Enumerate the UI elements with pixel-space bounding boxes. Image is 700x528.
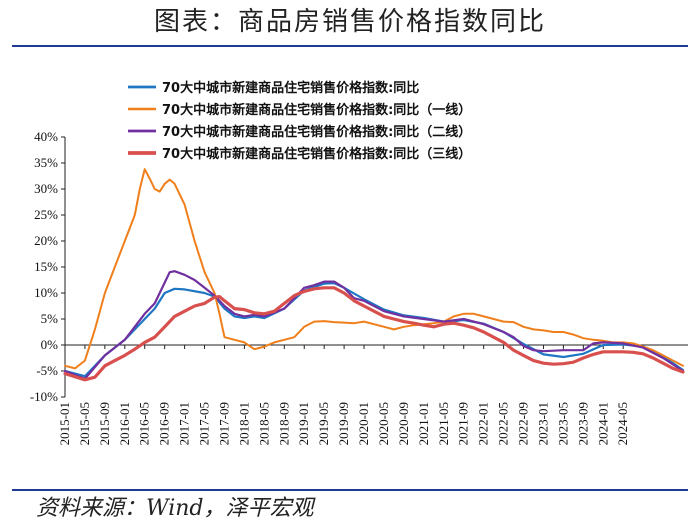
x-tick-label: 2023-05 (555, 402, 570, 445)
series-line-2 (64, 168, 684, 370)
y-tick-label: 0% (41, 337, 59, 352)
bottom-rule (12, 489, 688, 491)
x-tick-label: 2016-05 (137, 402, 152, 445)
x-tick-label: 2021-05 (436, 402, 451, 445)
legend-label-1: 70大中城市新建商品住宅销售价格指数:同比 (162, 80, 419, 96)
x-tick-label: 2022-01 (476, 402, 491, 445)
top-rule (12, 45, 688, 47)
legend-label-2: 70大中城市新建商品住宅销售价格指数:同比（一线） (162, 102, 471, 118)
x-tick-label: 2022-05 (496, 402, 511, 445)
x-tick-label: 2024-01 (595, 402, 610, 445)
x-tick-label: 2021-01 (416, 402, 431, 445)
page-title: 图表：商品房销售价格指数同比 (153, 7, 546, 37)
x-tick-label: 2018-05 (256, 402, 271, 445)
legend-label-4: 70大中城市新建商品住宅销售价格指数:同比（三线） (162, 146, 471, 162)
x-tick-label: 2019-01 (296, 402, 311, 445)
y-tick-label: 35% (34, 155, 58, 170)
y-tick-label: 20% (34, 233, 58, 248)
x-tick-label: 2022-09 (516, 402, 531, 445)
x-tick-label: 2017-05 (197, 402, 212, 445)
x-tick-label: 2020-01 (356, 402, 371, 445)
x-tick-label: 2020-09 (396, 402, 411, 445)
x-tick-label: 2021-09 (456, 402, 471, 445)
line-chart: -10% -5% 0% 5% 10% 15% 20% 25% 30% 35% 40% 2015-01 2… (30, 80, 688, 445)
x-tick-label: 2018-09 (276, 402, 291, 445)
legend-label-3: 70大中城市新建商品住宅销售价格指数:同比（二线） (162, 124, 471, 140)
x-tick-label: 2015-05 (77, 402, 92, 445)
x-tick-label: 2023-01 (535, 402, 550, 445)
x-tick-label: 2019-09 (336, 402, 351, 445)
x-tick-label: 2023-09 (575, 402, 590, 445)
y-tick-label: 25% (34, 207, 58, 222)
x-tick-label: 2016-09 (157, 402, 172, 445)
y-tick-label: 30% (34, 181, 58, 196)
source-note: 资料来源：Wind，泽平宏观 (36, 496, 314, 521)
x-tick-label: 2019-05 (316, 402, 331, 445)
x-tick-label: 2016-01 (117, 402, 132, 445)
series-line-4 (63, 286, 685, 382)
series-line-3 (63, 270, 685, 380)
x-tick-label: 2015-01 (57, 402, 72, 445)
x-tick-label: 2020-05 (376, 402, 391, 445)
x-tick-label: 2015-09 (97, 402, 112, 445)
x-tick-label: 2017-01 (177, 402, 192, 445)
y-tick-label: 5% (41, 311, 59, 326)
y-tick-label: 40% (34, 129, 58, 144)
y-tick-label: -5% (36, 363, 58, 378)
series-line-1 (63, 282, 685, 378)
y-tick-label: 15% (34, 259, 58, 274)
x-tick-label: 2017-09 (216, 402, 231, 445)
y-tick-label: -10% (30, 389, 58, 404)
x-tick-label: 2018-01 (236, 402, 251, 445)
x-tick-label: 2024-05 (615, 402, 630, 445)
y-tick-label: 10% (34, 285, 58, 300)
